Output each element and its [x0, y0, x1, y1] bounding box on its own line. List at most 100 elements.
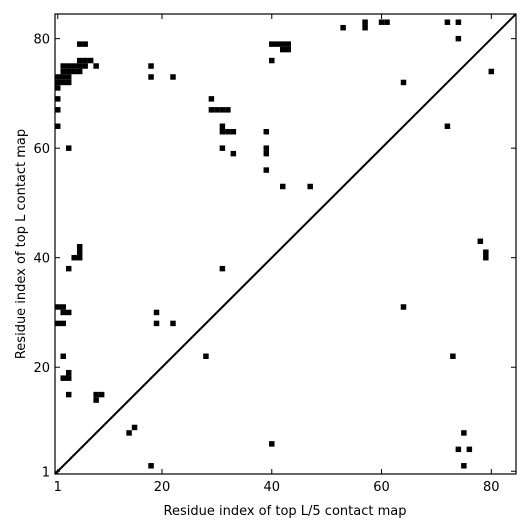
contact-cell: [60, 63, 66, 69]
contact-cell: [76, 244, 83, 250]
contact-cell: [263, 167, 270, 173]
contact-cell: [65, 74, 72, 80]
contact-cell: [477, 238, 484, 244]
contact-cell: [131, 424, 138, 431]
contact-cell: [208, 96, 215, 102]
contact-cell: [76, 41, 83, 47]
y-axis-label: Residue index of top L contact map: [14, 129, 29, 359]
contact-cell: [55, 320, 61, 327]
x-tick-label: 20: [154, 480, 171, 495]
contact-cell: [82, 41, 88, 47]
contact-cell: [483, 254, 489, 261]
x-axis-label: Residue index of top L/5 contact map: [164, 504, 407, 519]
contact-cell: [93, 397, 99, 403]
contact-cell: [55, 107, 61, 113]
contact-cell: [225, 107, 231, 113]
contact-cell: [362, 19, 368, 25]
contact-cell: [55, 85, 61, 91]
contact-cell: [76, 63, 83, 69]
y-tick-label: 60: [33, 142, 50, 157]
contact-cell: [87, 57, 94, 64]
contact-cell: [93, 391, 99, 398]
contact-cell: [225, 129, 231, 135]
contact-cell: [203, 353, 209, 359]
y-tick-label: 1: [42, 465, 50, 480]
contact-cell: [55, 74, 61, 80]
contact-cell: [65, 68, 72, 75]
contact-cell: [280, 46, 286, 53]
contact-cell: [170, 74, 176, 80]
contact-cell: [65, 63, 72, 69]
x-tick-label: 80: [483, 480, 500, 495]
contact-cell: [55, 123, 61, 129]
contact-cell: [82, 63, 88, 69]
contact-cell: [65, 145, 72, 151]
contact-cell: [455, 446, 462, 453]
contact-cell: [461, 463, 467, 469]
contact-cell: [71, 68, 77, 75]
contact-cell: [219, 145, 226, 151]
contact-cell: [269, 41, 275, 47]
contact-cell: [455, 35, 462, 42]
contact-cell: [153, 309, 160, 316]
contact-cell: [285, 46, 291, 53]
contact-cell: [269, 57, 275, 64]
contact-cell: [444, 19, 451, 25]
x-tick-label: 60: [373, 480, 390, 495]
contact-cell: [71, 254, 77, 261]
contact-cell: [263, 150, 270, 157]
contact-cell: [400, 79, 407, 86]
contact-cell: [219, 123, 226, 129]
contact-cell: [285, 41, 291, 47]
contact-cell: [65, 369, 72, 376]
contact-cell: [483, 249, 489, 255]
contact-cell: [340, 24, 346, 31]
contact-cell: [230, 150, 237, 157]
contact-cell: [219, 107, 226, 113]
contact-cell: [65, 375, 72, 381]
contact-cell: [60, 304, 66, 310]
contact-cell: [60, 79, 66, 86]
contact-cell: [280, 41, 286, 47]
contact-cell: [450, 353, 456, 359]
contact-cell: [307, 183, 313, 190]
contact-cell: [263, 145, 270, 151]
contact-cell: [65, 391, 72, 398]
contact-cell: [93, 63, 99, 69]
y-tick-label: 80: [33, 33, 50, 48]
contact-cell: [263, 129, 270, 135]
contact-cell: [60, 353, 66, 359]
contact-cell: [65, 265, 72, 272]
contact-cell: [60, 375, 66, 381]
contact-cell: [148, 63, 154, 69]
contact-cell: [98, 391, 105, 398]
contact-cell: [148, 463, 154, 469]
contact-cell: [60, 74, 66, 80]
contact-cell: [55, 96, 61, 102]
contact-cell: [55, 304, 61, 310]
x-tick-label: 40: [264, 480, 281, 495]
plot-frame: [54, 13, 517, 475]
x-tick-label: 1: [54, 480, 62, 495]
contact-cell: [55, 79, 61, 86]
contact-cell: [488, 68, 495, 75]
contact-cell: [76, 57, 83, 64]
contact-cell: [82, 57, 88, 64]
contact-cell: [455, 19, 462, 25]
contact-cell: [60, 320, 66, 327]
contact-cell: [76, 68, 83, 75]
contact-cell: [65, 309, 72, 316]
contact-cell: [65, 79, 72, 86]
contact-cell: [219, 129, 226, 135]
contact-cell: [60, 68, 66, 75]
contact-cell: [71, 63, 77, 69]
contact-cell: [230, 129, 237, 135]
y-tick-label: 20: [33, 361, 50, 376]
contact-cell: [269, 441, 275, 447]
contact-cell: [214, 107, 220, 113]
diagonal-line: [54, 13, 517, 475]
contact-cell: [148, 74, 154, 80]
contact-cell: [208, 107, 215, 113]
contact-cell: [280, 183, 286, 190]
contact-cell: [384, 19, 390, 25]
